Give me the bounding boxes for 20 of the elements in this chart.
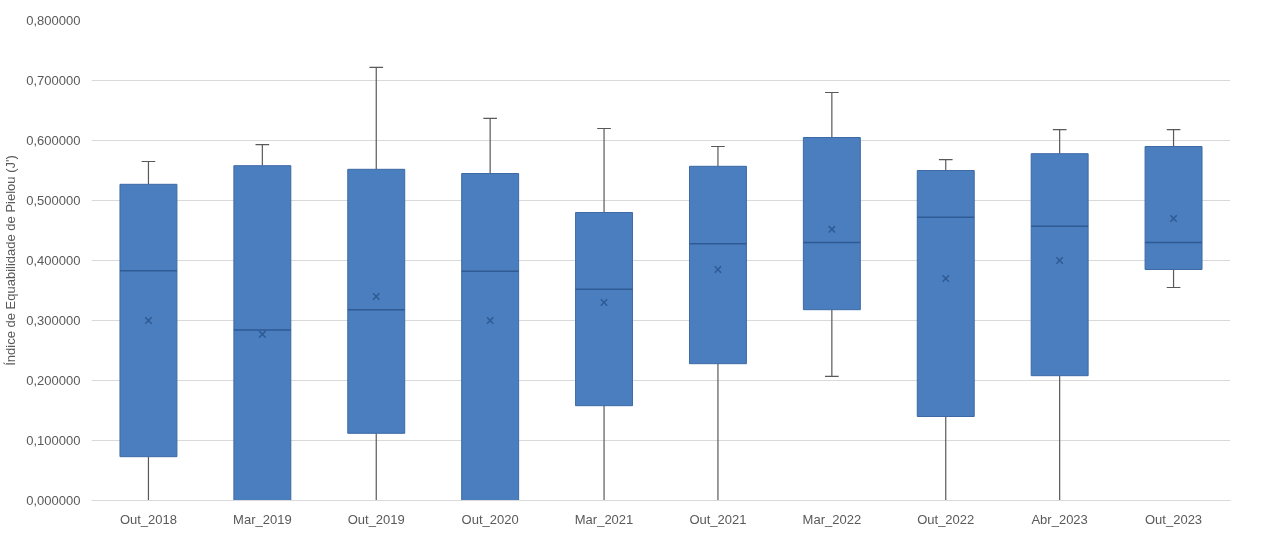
x-tick-label: Abr_2023 xyxy=(1031,511,1088,527)
y-tick-label: 0,200000 xyxy=(26,373,81,388)
y-tick-label: 0,300000 xyxy=(26,313,81,328)
y-tick-label: 0,800000 xyxy=(26,13,81,28)
y-tick-label: 0,400000 xyxy=(26,253,81,268)
y-axis-title: Índice de Equabilidade de Pielou (J') xyxy=(3,155,19,366)
y-tick-label: 0,000000 xyxy=(26,493,81,508)
x-tick-label: Mar_2021 xyxy=(574,511,634,527)
x-tick-label: Mar_2022 xyxy=(802,511,862,527)
y-tick-label: 0,500000 xyxy=(26,193,81,208)
x-tick-label: Out_2022 xyxy=(917,511,975,527)
y-tick-label: 0,100000 xyxy=(26,433,81,448)
y-tick-label: 0,600000 xyxy=(26,133,81,148)
x-tick-label: Out_2021 xyxy=(689,511,747,527)
y-tick-label: 0,700000 xyxy=(26,73,81,88)
x-tick-label: Out_2019 xyxy=(347,511,405,527)
x-tick-label: Mar_2019 xyxy=(233,511,292,527)
x-tick-label: Out_2018 xyxy=(119,511,178,527)
x-tick-label: Out_2023 xyxy=(1145,511,1203,527)
x-tick-label: Out_2020 xyxy=(461,511,519,527)
